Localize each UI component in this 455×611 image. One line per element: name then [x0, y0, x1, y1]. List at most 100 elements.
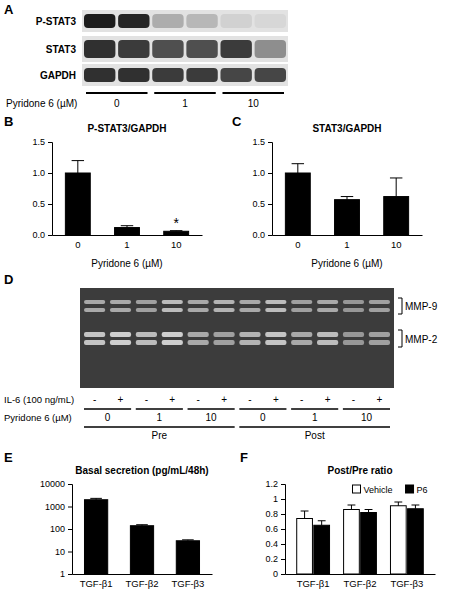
- legend-label: Vehicle: [364, 485, 393, 495]
- y-axis: 0.00.51.01.5: [32, 137, 52, 240]
- x-tick: TGF-β3: [390, 574, 423, 589]
- gel-band: [136, 340, 157, 345]
- il6-value: +: [376, 394, 382, 405]
- x-axis-line: [73, 574, 213, 575]
- gel-band: [291, 340, 312, 345]
- y-tick-mark: [281, 499, 285, 500]
- y-tick-mark: [48, 204, 52, 205]
- blot-band: [152, 68, 183, 82]
- gel-band: [369, 340, 390, 345]
- plot-marks: [65, 161, 188, 235]
- gel-band: [317, 340, 338, 345]
- gel-band: [369, 308, 390, 312]
- y-tick-label: 1: [60, 569, 65, 579]
- x-tick: 0: [75, 235, 80, 250]
- x-tick-label: 1: [344, 239, 349, 250]
- y-tick: 1: [273, 494, 285, 504]
- blot-band: [186, 14, 217, 28]
- pyridone-value: 0: [260, 412, 266, 423]
- group-underline: [154, 92, 216, 94]
- legend-swatch: [406, 485, 414, 493]
- x-tick: TGF-β2: [126, 574, 159, 589]
- blot-band: [255, 14, 286, 28]
- blot-panel: AP-STAT3STAT3GAPDH0110Pyridone 6 (µM): [4, 2, 288, 109]
- bar: [408, 509, 424, 574]
- lane-group-label: 1: [182, 98, 188, 109]
- x-axis: TGF-β1TGF-β2TGF-β3: [286, 574, 436, 589]
- bar: [285, 173, 310, 235]
- gel-band: [239, 332, 260, 337]
- y-tick: 0.8: [265, 509, 285, 519]
- x-tick-label: TGF-β1: [80, 578, 113, 589]
- il6-value: -: [145, 394, 148, 405]
- x-tick-label: TGF-β3: [171, 578, 204, 589]
- il6-value: -: [352, 394, 355, 405]
- y-tick-mark: [281, 514, 285, 515]
- gel-band: [291, 300, 312, 304]
- x-tick-label: 10: [171, 239, 182, 250]
- x-axis-line: [53, 235, 203, 236]
- gel-band: [317, 308, 338, 312]
- gel-band: [291, 332, 312, 337]
- y-tick-label: 1.5: [32, 137, 45, 147]
- legend: VehicleP6: [353, 485, 428, 495]
- panel-letter: A: [4, 2, 14, 17]
- y-tick-label: 1: [273, 494, 278, 504]
- blot-band: [84, 14, 115, 28]
- error-cap: [72, 160, 84, 161]
- y-tick: 0.0: [32, 230, 52, 240]
- x-tick: 0: [295, 235, 300, 250]
- error-cap: [90, 498, 102, 499]
- y-tick: 10000: [40, 479, 72, 489]
- y-axis: 0.00.51.01.5: [252, 137, 272, 240]
- il6-label: IL-6 (100 ng/mL): [4, 394, 74, 405]
- blot-band: [152, 40, 183, 58]
- x-tick-label: TGF-β2: [126, 578, 159, 589]
- gel-background: [80, 288, 394, 388]
- y-tick: 0: [273, 569, 285, 579]
- blot-band: [186, 68, 217, 82]
- blot-band: [152, 14, 183, 28]
- y-tick-mark: [68, 529, 72, 530]
- panel-letter: B: [4, 114, 13, 129]
- gel-band: [188, 308, 209, 312]
- y-tick-label: 0.0: [32, 230, 45, 240]
- y-tick-label: 0.8: [265, 509, 278, 519]
- gel-band: [343, 308, 364, 312]
- y-tick: 1.2: [265, 479, 285, 489]
- group-line: [188, 408, 235, 410]
- y-tick-mark: [281, 574, 285, 575]
- gel-band: [162, 308, 183, 312]
- group-line: [84, 408, 131, 410]
- error-bar: [297, 164, 298, 173]
- y-tick-label: 1.5: [252, 137, 265, 147]
- gel-band: [239, 300, 260, 304]
- phase-label: Post: [305, 430, 325, 441]
- y-tick-mark: [268, 235, 272, 236]
- error-cap: [121, 225, 133, 226]
- y-axis-line: [68, 485, 73, 575]
- gel-band: [369, 332, 390, 337]
- blot-band: [255, 40, 286, 58]
- y-tick-mark: [68, 552, 72, 553]
- y-tick: 0.6: [265, 524, 285, 534]
- gel-band: [84, 332, 105, 337]
- y-axis-line: [281, 485, 286, 575]
- y-tick: 0.5: [32, 199, 52, 209]
- y-axis: 110100100010000: [40, 479, 73, 579]
- il6-value: +: [221, 394, 227, 405]
- blot-strip: [82, 64, 288, 86]
- gel-band: [110, 300, 131, 304]
- x-tick-label: TGF-β2: [344, 578, 377, 589]
- x-tick: 10: [391, 235, 402, 250]
- error-cap: [390, 177, 402, 178]
- error-bar: [415, 505, 416, 509]
- gel-band: [84, 340, 105, 345]
- bar: [164, 231, 189, 235]
- x-axis-label: Pyridone 6 (µM): [91, 258, 162, 269]
- x-axis: 0110: [53, 235, 203, 250]
- y-tick: 100: [50, 524, 72, 534]
- y-axis: 00.20.40.60.811.2: [265, 479, 285, 579]
- bar: [390, 506, 406, 574]
- error-cap: [411, 505, 419, 506]
